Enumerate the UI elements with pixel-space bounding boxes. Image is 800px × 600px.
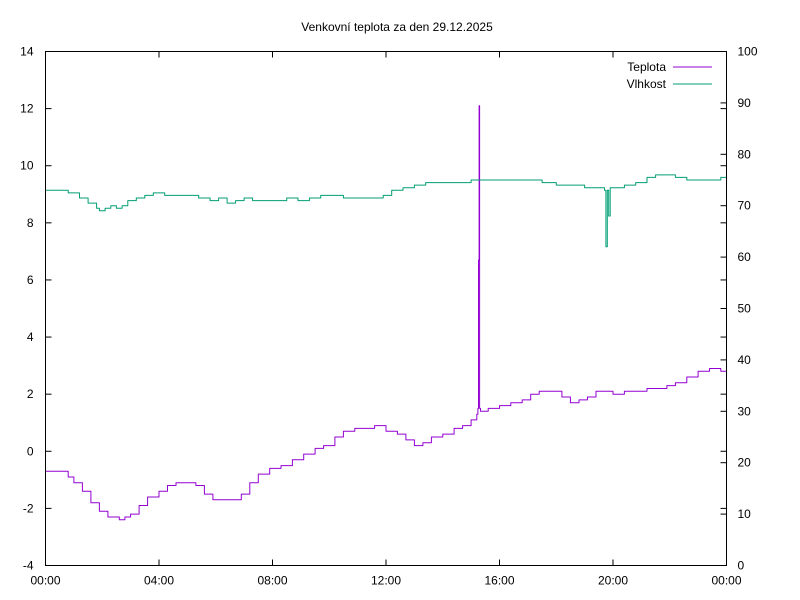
y2-tick-label: 0: [738, 559, 745, 573]
y-tick-label: 2: [27, 387, 34, 401]
y2-tick-label: 70: [738, 199, 752, 213]
y-tick-label: -4: [23, 559, 34, 573]
y2-tick-label: 40: [738, 353, 752, 367]
x-tick-label: 12:00: [371, 574, 401, 588]
x-tick-label: 04:00: [144, 574, 174, 588]
x-tick-label: 08:00: [257, 574, 287, 588]
y2-tick-label: 100: [738, 45, 758, 59]
y-tick-label: 0: [27, 444, 34, 458]
y-tick-label: 4: [27, 330, 34, 344]
y-tick-label: 10: [20, 159, 34, 173]
legend-label-vlhkost: Vlhkost: [627, 77, 667, 91]
y2-tick-label: 20: [738, 456, 752, 470]
y-tick-label: -2: [23, 501, 34, 515]
y-tick-label: 14: [20, 45, 34, 59]
y-tick-label: 6: [27, 273, 34, 287]
plot-area: [45, 51, 727, 566]
plot-frame: [45, 51, 727, 566]
y-tick-label: 12: [20, 102, 34, 116]
x-tick-label: 20:00: [598, 574, 628, 588]
y2-tick-label: 10: [738, 507, 752, 521]
chart-title: Venkovní teplota za den 29.12.2025: [301, 20, 493, 34]
y-tick-label: 8: [27, 216, 34, 230]
x-tick-label: 16:00: [484, 574, 514, 588]
y2-tick-label: 80: [738, 147, 752, 161]
y2-tick-label: 50: [738, 302, 752, 316]
series-line-vlhkost: [45, 174, 727, 248]
y2-tick-label: 90: [738, 96, 752, 110]
series-line-teplota: [45, 105, 727, 521]
y2-tick-label: 30: [738, 404, 752, 418]
legend-label-teplota: Teplota: [627, 60, 666, 74]
y2-tick-label: 60: [738, 250, 752, 264]
x-tick-label: 00:00: [711, 574, 741, 588]
x-tick-label: 00:00: [30, 574, 60, 588]
